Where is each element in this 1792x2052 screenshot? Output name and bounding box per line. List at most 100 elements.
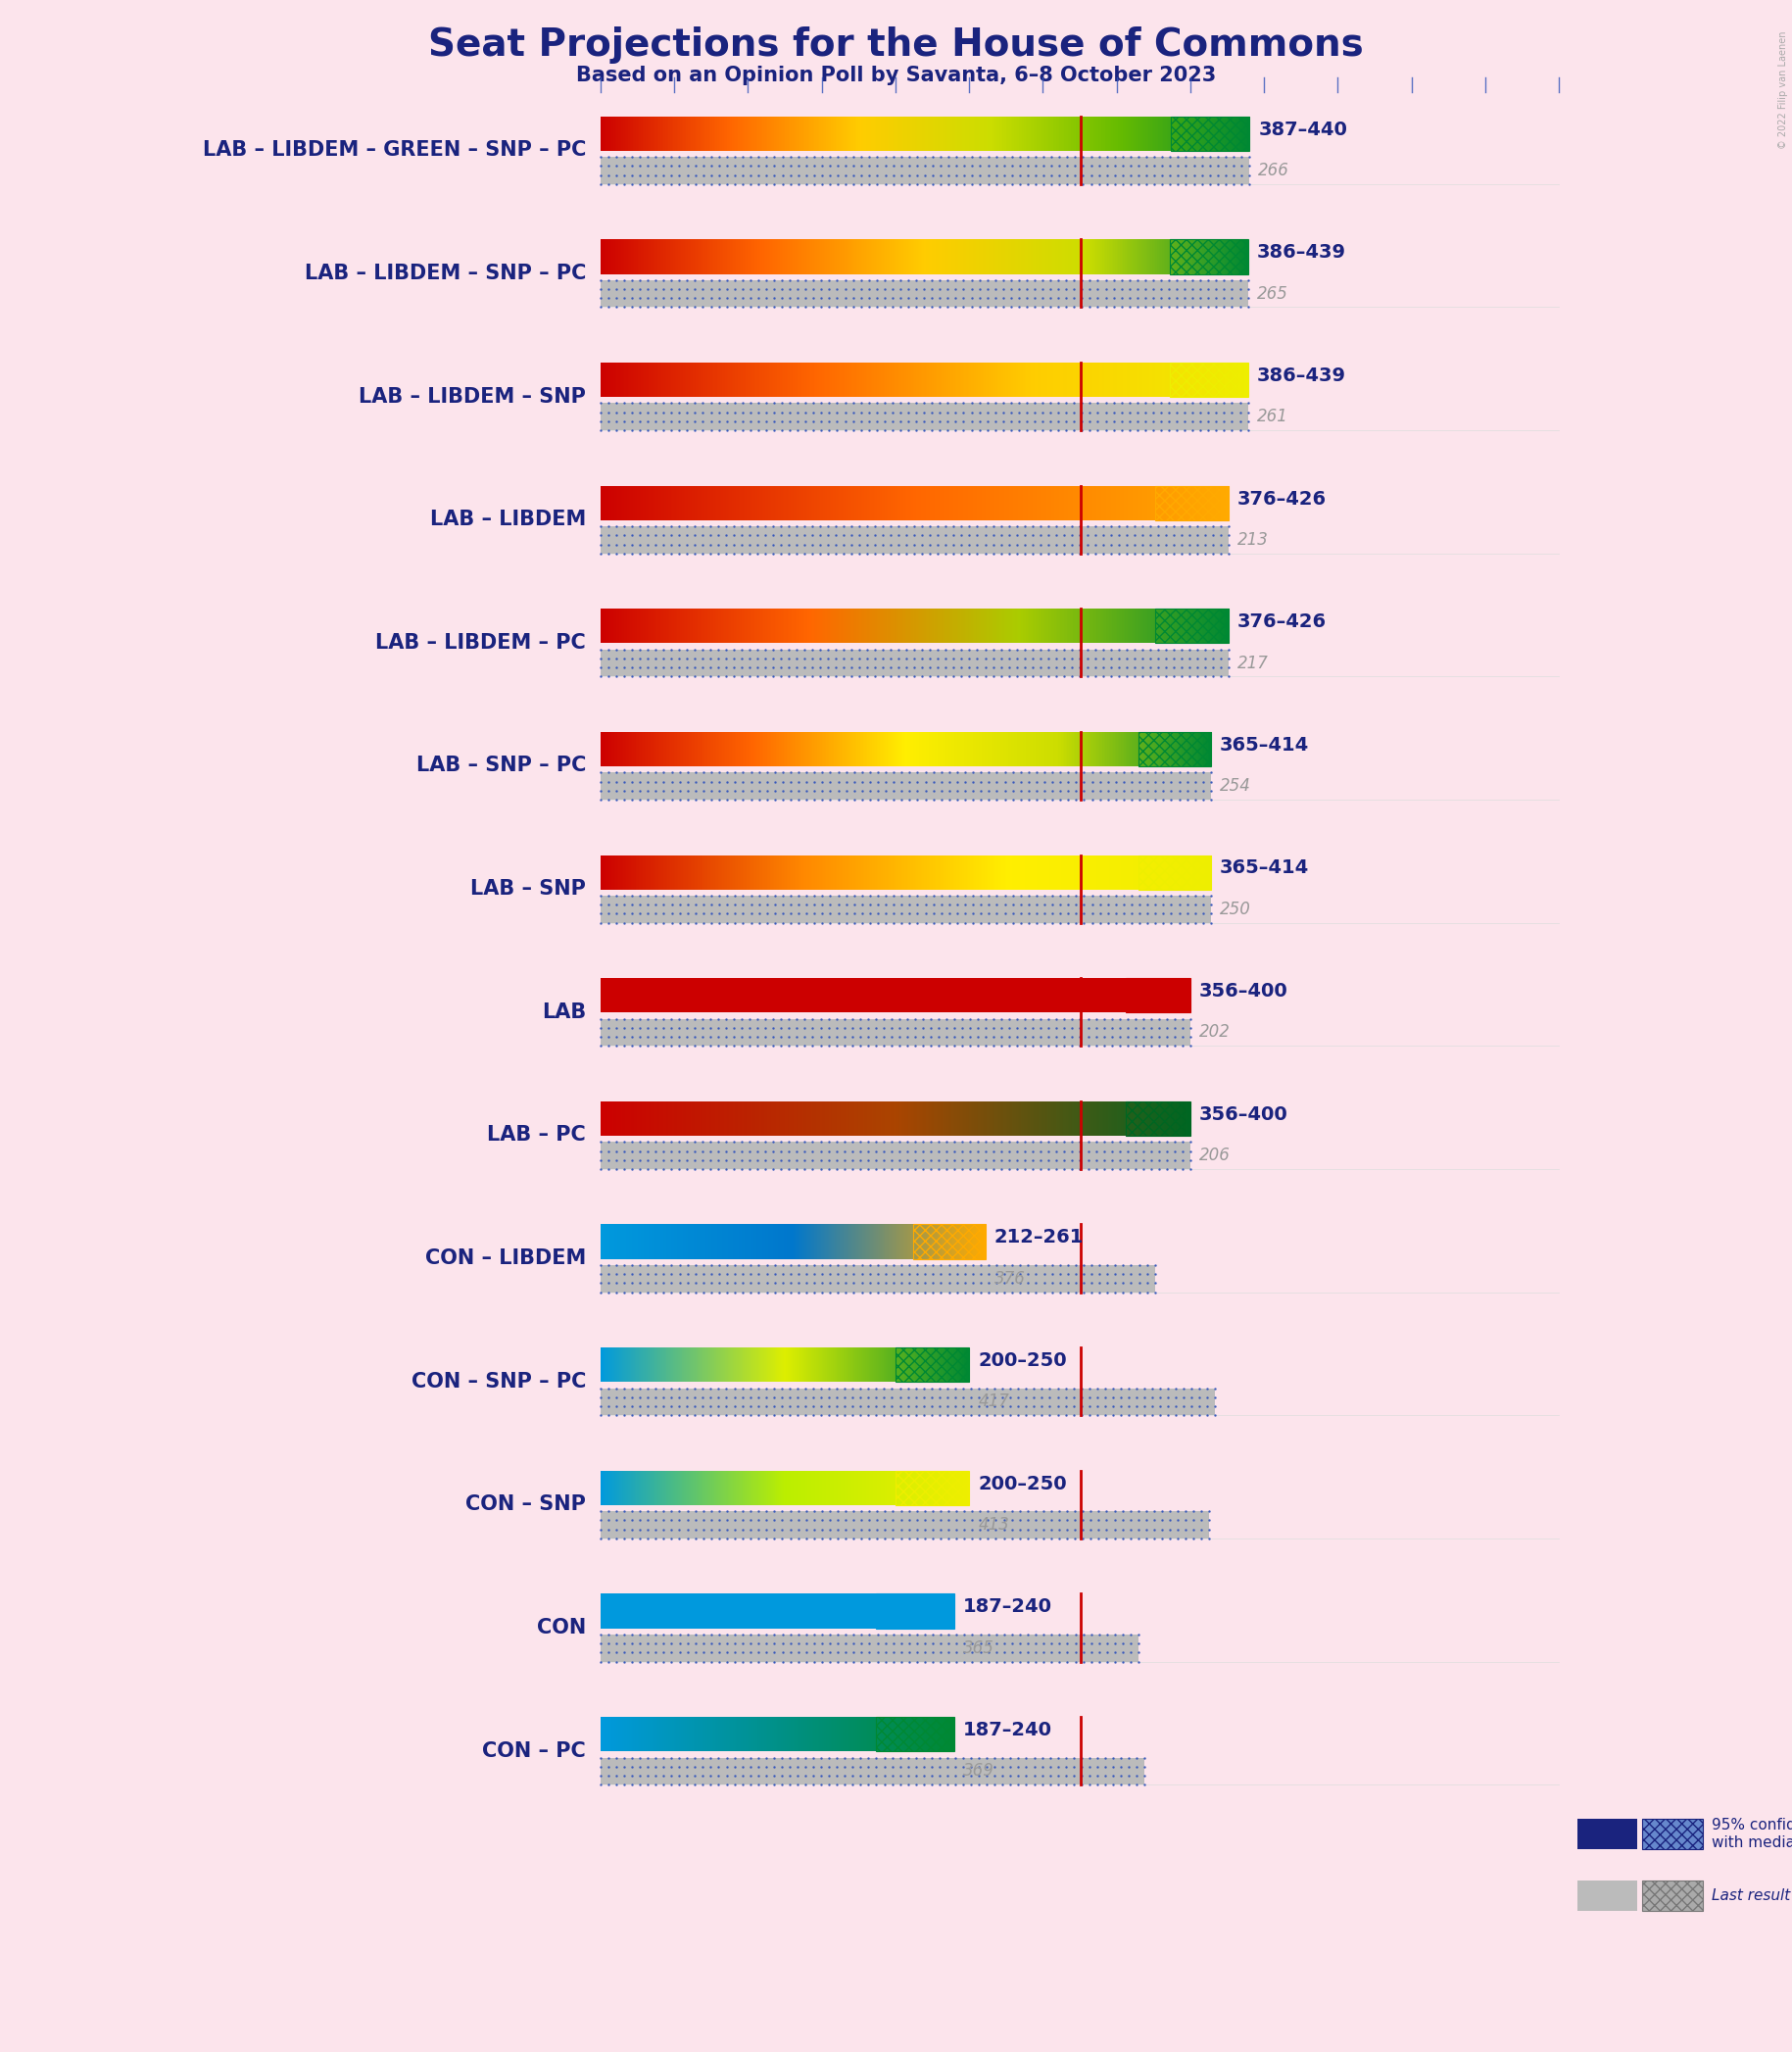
Bar bbox=[604, 856, 606, 891]
Bar bbox=[609, 979, 611, 1014]
Bar bbox=[679, 856, 681, 891]
Bar bbox=[1167, 609, 1168, 644]
Bar bbox=[792, 117, 794, 152]
Bar bbox=[864, 117, 866, 152]
Bar bbox=[953, 486, 955, 521]
Bar bbox=[930, 856, 932, 891]
Bar bbox=[853, 733, 855, 767]
Bar bbox=[749, 856, 751, 891]
Bar bbox=[1086, 363, 1088, 398]
Bar bbox=[728, 240, 731, 275]
Bar bbox=[883, 117, 885, 152]
Bar bbox=[1045, 856, 1047, 891]
Bar bbox=[1011, 117, 1012, 152]
Bar bbox=[1073, 979, 1075, 1014]
Bar bbox=[987, 733, 989, 767]
Bar bbox=[857, 240, 858, 275]
Bar bbox=[1242, 363, 1244, 398]
Bar bbox=[1188, 117, 1190, 152]
Bar bbox=[699, 856, 702, 891]
Bar bbox=[783, 733, 785, 767]
Bar bbox=[679, 733, 681, 767]
Bar bbox=[1107, 363, 1109, 398]
Bar bbox=[959, 856, 961, 891]
Bar bbox=[849, 856, 851, 891]
Bar bbox=[713, 1102, 717, 1137]
Bar bbox=[939, 733, 941, 767]
Bar bbox=[814, 979, 815, 1014]
Bar bbox=[1079, 486, 1082, 521]
Bar bbox=[713, 117, 717, 152]
Bar bbox=[1030, 1102, 1032, 1137]
Bar bbox=[1018, 117, 1020, 152]
Bar bbox=[916, 486, 918, 521]
Bar bbox=[1102, 240, 1104, 275]
Bar bbox=[685, 733, 686, 767]
Bar bbox=[1081, 486, 1082, 521]
Bar bbox=[883, 733, 887, 767]
Bar bbox=[928, 486, 930, 521]
Bar bbox=[638, 856, 640, 891]
Bar bbox=[728, 363, 731, 398]
Bar bbox=[1161, 609, 1163, 644]
Bar bbox=[738, 856, 740, 891]
Bar bbox=[1079, 363, 1082, 398]
Bar bbox=[624, 240, 625, 275]
Bar bbox=[819, 117, 821, 152]
Bar bbox=[1091, 979, 1093, 1014]
Bar bbox=[903, 240, 905, 275]
Bar bbox=[1041, 856, 1043, 891]
Bar bbox=[892, 1102, 894, 1137]
Bar bbox=[1111, 363, 1113, 398]
Bar bbox=[867, 733, 869, 767]
Bar bbox=[966, 486, 968, 521]
Bar bbox=[823, 856, 826, 891]
Bar bbox=[1034, 486, 1036, 521]
Bar bbox=[874, 1102, 876, 1137]
Bar bbox=[1177, 363, 1181, 398]
Bar bbox=[681, 240, 683, 275]
Bar bbox=[1219, 609, 1222, 644]
Bar bbox=[638, 117, 640, 152]
Bar bbox=[681, 856, 683, 891]
Bar bbox=[688, 240, 690, 275]
Bar bbox=[710, 733, 713, 767]
Bar bbox=[683, 363, 685, 398]
Bar bbox=[1064, 733, 1066, 767]
Bar bbox=[916, 733, 919, 767]
Bar bbox=[851, 117, 855, 152]
Bar bbox=[754, 1102, 756, 1137]
Bar bbox=[620, 240, 622, 275]
Bar bbox=[1113, 856, 1115, 891]
Bar bbox=[837, 486, 840, 521]
Bar bbox=[1088, 609, 1090, 644]
Bar bbox=[1143, 240, 1145, 275]
Bar bbox=[1211, 363, 1215, 398]
Bar bbox=[1165, 240, 1168, 275]
Bar bbox=[919, 609, 921, 644]
Bar bbox=[806, 609, 808, 644]
Bar bbox=[686, 1102, 688, 1137]
Bar bbox=[815, 117, 817, 152]
Bar bbox=[919, 363, 921, 398]
Bar bbox=[953, 1102, 955, 1137]
Bar bbox=[615, 486, 616, 521]
Bar bbox=[1034, 240, 1036, 275]
Bar bbox=[891, 240, 892, 275]
Bar bbox=[708, 609, 710, 644]
Bar bbox=[679, 1102, 683, 1137]
Bar bbox=[692, 363, 695, 398]
Bar bbox=[1220, 240, 1222, 275]
Bar bbox=[672, 979, 674, 1014]
Bar bbox=[681, 609, 683, 644]
Bar bbox=[909, 1102, 910, 1137]
Bar bbox=[758, 240, 760, 275]
Bar bbox=[715, 240, 717, 275]
Bar bbox=[1179, 979, 1181, 1014]
Bar bbox=[1055, 609, 1057, 644]
Bar bbox=[901, 856, 903, 891]
Bar bbox=[1086, 733, 1088, 767]
Bar bbox=[1154, 979, 1158, 1014]
Bar bbox=[1192, 240, 1193, 275]
Bar bbox=[957, 240, 959, 275]
